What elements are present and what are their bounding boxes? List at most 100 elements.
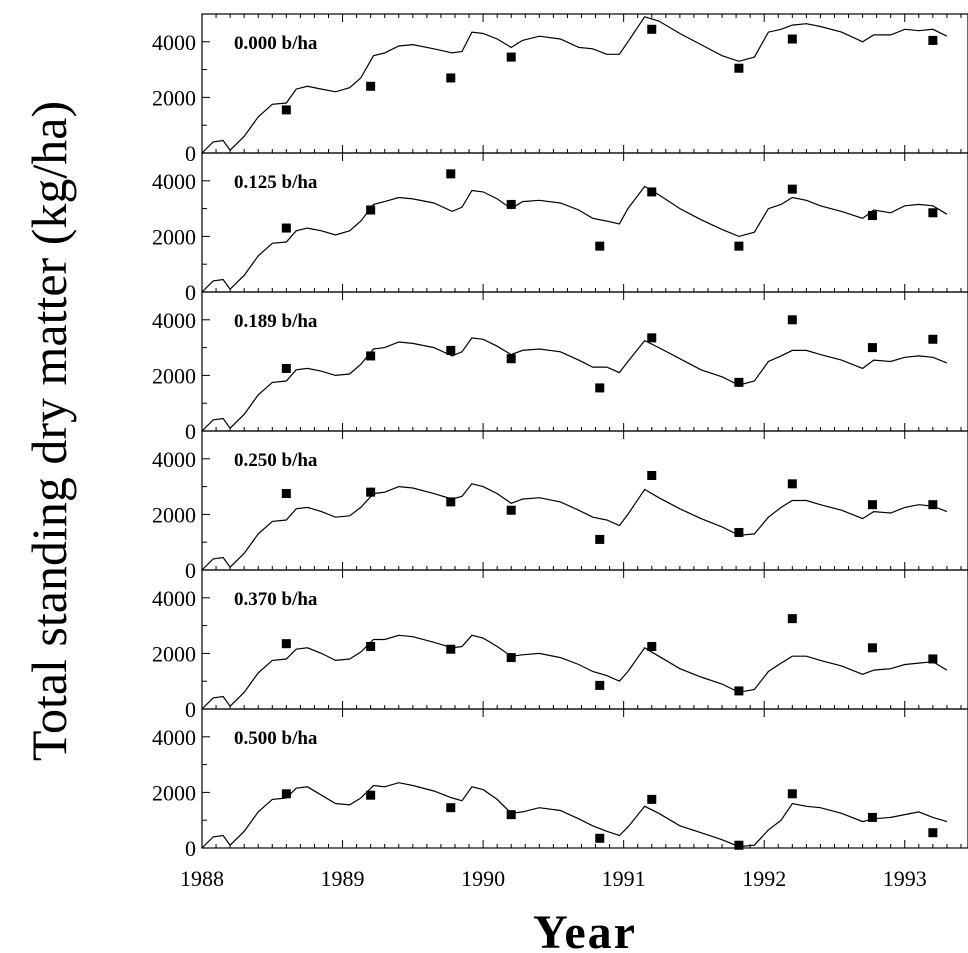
observed-point [647,470,657,480]
x-tick-label: 1989 [321,866,365,891]
observed-point [281,105,291,115]
observed-point [506,52,516,62]
x-tick-label: 1988 [180,866,224,891]
observed-point [595,241,605,251]
panel-title: 0.125 b/ha [234,172,318,193]
observed-point [366,641,376,651]
panel-3: 0 2000 4000 0.250 b/ha [152,430,968,583]
observed-point [867,812,877,822]
observed-point [734,840,744,850]
y-tick-label: 4000 [152,725,196,750]
panel-frame [201,708,968,849]
observed-point [506,653,516,663]
observed-point [281,363,291,373]
y-tick-label: 2000 [152,780,196,805]
observed-point [506,505,516,515]
observed-point [787,789,797,799]
y-tick-label: 4000 [152,30,196,55]
y-tick-label: 2000 [152,502,196,527]
y-tick-label: 2000 [152,641,196,666]
simulated-line [201,483,948,571]
observed-point [595,383,605,393]
observed-point [366,81,376,91]
observed-point [734,527,744,537]
y-tick-label: 0 [185,697,196,722]
observed-point [647,24,657,34]
observed-point [281,223,291,233]
observed-point [281,639,291,649]
y-tick-label: 0 [185,558,196,583]
y-tick-label: 2000 [152,363,196,388]
y-tick-label: 4000 [152,447,196,472]
x-axis-label: Year [533,906,637,953]
x-tick-label: 1991 [602,866,646,891]
panel-title: 0.189 b/ha [234,311,318,332]
x-tick-label: 1993 [883,866,927,891]
observed-point [734,377,744,387]
y-tick-label: 4000 [152,308,196,333]
observed-point [734,63,744,73]
observed-point [928,208,938,218]
observed-point [647,333,657,343]
simulated-line [201,337,948,432]
y-tick-label: 0 [185,419,196,444]
observed-point [928,654,938,664]
observed-point [506,199,516,209]
observed-point [928,500,938,510]
panel-title: 0.370 b/ha [234,589,318,610]
observed-point [928,828,938,838]
simulated-line [201,782,948,849]
y-tick-label: 0 [185,280,196,305]
observed-point [446,803,456,813]
observed-point [647,794,657,804]
observed-point [281,489,291,499]
observed-point [446,169,456,179]
observed-point [787,184,797,194]
x-tick-label: 1992 [742,866,786,891]
chart-panels: 0 2000 4000 0.000 b/ha 0 2000 4000 0.125 b/ha 0 2… [152,13,968,891]
panel-title: 0.250 b/ha [234,450,318,471]
observed-point [595,833,605,843]
observed-point [366,790,376,800]
panel-2: 0 2000 4000 0.189 b/ha [152,291,968,444]
panel-title: 0.000 b/ha [234,33,318,54]
observed-point [446,644,456,654]
observed-point [867,211,877,221]
simulated-line [201,634,948,710]
observed-point [595,680,605,690]
observed-point [734,686,744,696]
observed-point [647,187,657,197]
y-tick-label: 0 [185,836,196,861]
observed-point [867,500,877,510]
observed-point [446,497,456,507]
simulated-line [201,185,948,293]
observed-point [366,205,376,215]
x-tick-label: 1990 [461,866,505,891]
y-axis-label: Total standing dry matter (kg/ha) [21,101,77,761]
observed-point [595,534,605,544]
observed-point [928,334,938,344]
panel-0: 0 2000 4000 0.000 b/ha [152,13,968,166]
observed-point [867,343,877,353]
observed-point [366,351,376,361]
y-tick-label: 0 [185,141,196,166]
observed-point [446,345,456,355]
observed-point [787,34,797,44]
observed-point [506,354,516,364]
panel-title: 0.500 b/ha [234,728,318,749]
observed-point [787,479,797,489]
y-tick-label: 2000 [152,85,196,110]
observed-point [867,643,877,653]
panel-1: 0 2000 4000 0.125 b/ha [152,152,968,305]
observed-point [928,35,938,45]
observed-point [787,614,797,624]
observed-point [787,315,797,325]
observed-point [446,73,456,83]
simulated-line [201,16,948,154]
observed-point [734,241,744,251]
y-tick-label: 2000 [152,224,196,249]
observed-point [506,810,516,820]
panel-4: 0 2000 4000 0.370 b/ha [152,569,968,722]
observed-point [281,789,291,799]
